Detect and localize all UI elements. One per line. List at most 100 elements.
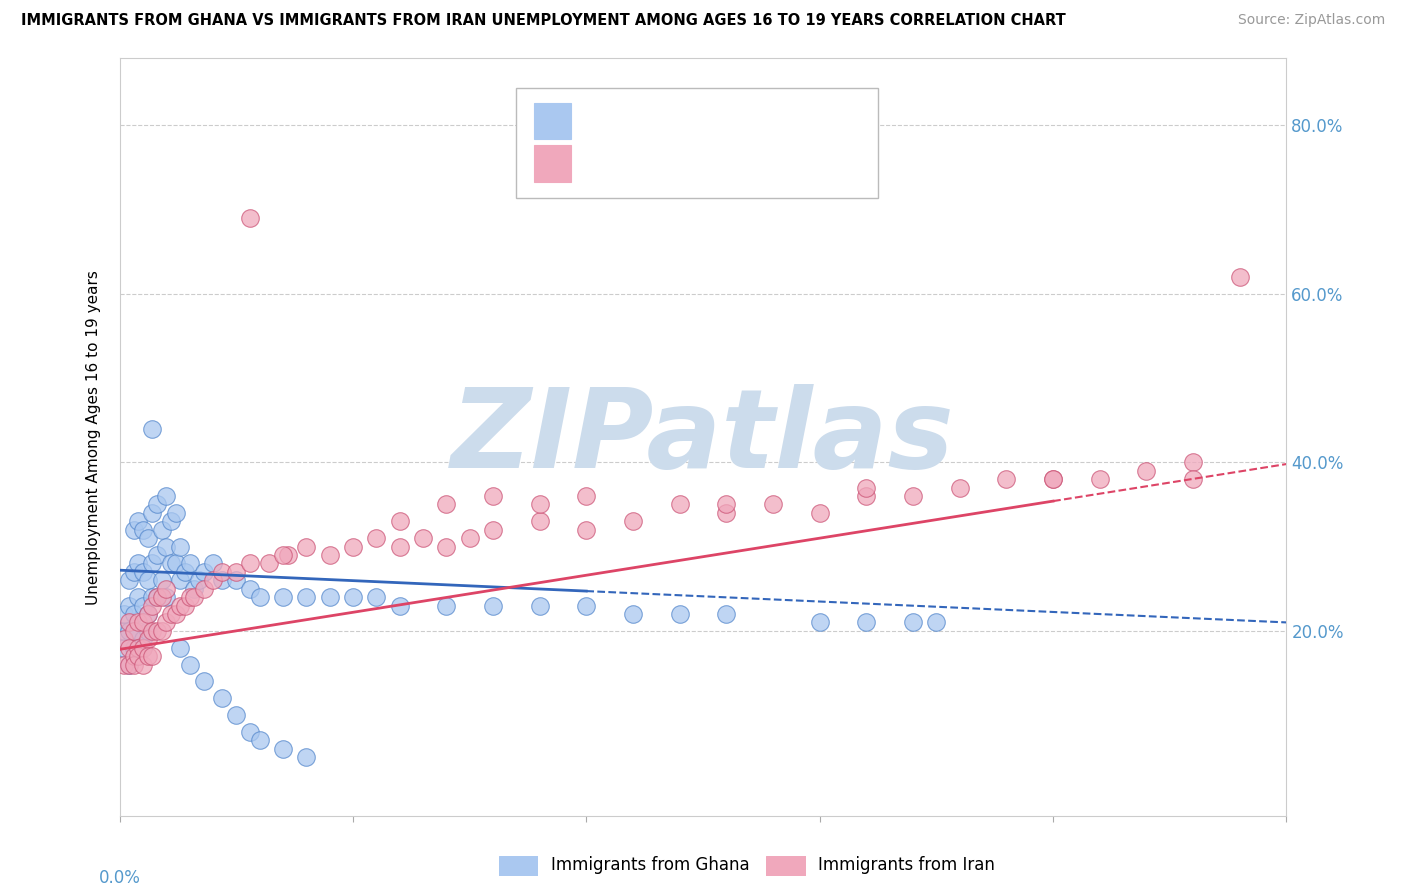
Text: Immigrants from Iran: Immigrants from Iran	[818, 856, 995, 874]
Point	[211, 565, 233, 579]
Point	[155, 540, 177, 554]
Point	[808, 615, 831, 630]
Point	[995, 472, 1018, 486]
Y-axis label: Unemployment Among Ages 16 to 19 years: Unemployment Among Ages 16 to 19 years	[86, 269, 101, 605]
Point	[169, 574, 191, 588]
Point	[155, 582, 177, 596]
Point	[193, 582, 215, 596]
Point	[762, 498, 785, 512]
Point	[482, 523, 505, 537]
Point	[136, 632, 159, 647]
Point	[257, 557, 280, 571]
Point	[211, 574, 233, 588]
Point	[132, 632, 155, 647]
Point	[458, 531, 481, 545]
Point	[160, 607, 183, 621]
Point	[388, 599, 411, 613]
Point	[132, 640, 155, 655]
Point	[1042, 472, 1064, 486]
Point	[141, 590, 163, 604]
Point	[187, 574, 209, 588]
Point	[925, 615, 948, 630]
Point	[146, 498, 169, 512]
Point	[201, 574, 224, 588]
Point	[127, 590, 149, 604]
Point	[1042, 472, 1064, 486]
Point	[1088, 472, 1111, 486]
Point	[173, 599, 195, 613]
Point	[141, 599, 163, 613]
Point	[141, 506, 163, 520]
Point	[165, 607, 187, 621]
Point	[179, 657, 201, 672]
Point	[277, 548, 299, 562]
Point	[434, 498, 457, 512]
Point	[127, 640, 149, 655]
Point	[160, 514, 183, 528]
Point	[146, 590, 169, 604]
Point	[122, 607, 145, 621]
Point	[122, 565, 145, 579]
Point	[155, 489, 177, 503]
Point	[575, 599, 598, 613]
Point	[112, 632, 135, 647]
Point	[716, 506, 738, 520]
Point	[136, 574, 159, 588]
Point	[141, 422, 163, 436]
Point	[193, 674, 215, 689]
Point	[239, 725, 262, 739]
Point	[136, 624, 159, 638]
Point	[112, 640, 135, 655]
Point	[118, 640, 141, 655]
Point	[239, 582, 262, 596]
Point	[318, 590, 340, 604]
Point	[1182, 455, 1205, 469]
Bar	[534, 103, 571, 139]
Point	[150, 523, 173, 537]
Point	[127, 615, 149, 630]
Point	[183, 590, 205, 604]
Point	[179, 590, 201, 604]
Point	[271, 590, 294, 604]
Bar	[534, 145, 571, 182]
Point	[529, 498, 551, 512]
Point	[295, 750, 318, 764]
Text: R =  0.336  N = 75: R = 0.336 N = 75	[586, 155, 775, 173]
Point	[668, 498, 690, 512]
Text: 0.0%: 0.0%	[98, 869, 141, 888]
Point	[155, 590, 177, 604]
Point	[173, 565, 195, 579]
Point	[575, 523, 598, 537]
Point	[112, 607, 135, 621]
Point	[127, 514, 149, 528]
Point	[716, 607, 738, 621]
Point	[239, 557, 262, 571]
Point	[342, 540, 364, 554]
Point	[434, 599, 457, 613]
Point	[122, 640, 145, 655]
Point	[150, 624, 173, 638]
Point	[1135, 464, 1157, 478]
Point	[118, 615, 141, 630]
Point	[136, 649, 159, 664]
Point	[132, 523, 155, 537]
Point	[621, 514, 644, 528]
Text: IMMIGRANTS FROM GHANA VS IMMIGRANTS FROM IRAN UNEMPLOYMENT AMONG AGES 16 TO 19 Y: IMMIGRANTS FROM GHANA VS IMMIGRANTS FROM…	[21, 13, 1066, 29]
Point	[118, 624, 141, 638]
Point	[529, 599, 551, 613]
Point	[434, 540, 457, 554]
Point	[855, 481, 877, 495]
Point	[127, 624, 149, 638]
Point	[949, 481, 972, 495]
Text: Immigrants from Ghana: Immigrants from Ghana	[551, 856, 749, 874]
Text: Source: ZipAtlas.com: Source: ZipAtlas.com	[1237, 13, 1385, 28]
Point	[118, 657, 141, 672]
Point	[318, 548, 340, 562]
Point	[132, 599, 155, 613]
Point	[136, 531, 159, 545]
Point	[249, 733, 271, 747]
Point	[112, 657, 135, 672]
Point	[165, 506, 187, 520]
Point	[716, 498, 738, 512]
Point	[122, 649, 145, 664]
